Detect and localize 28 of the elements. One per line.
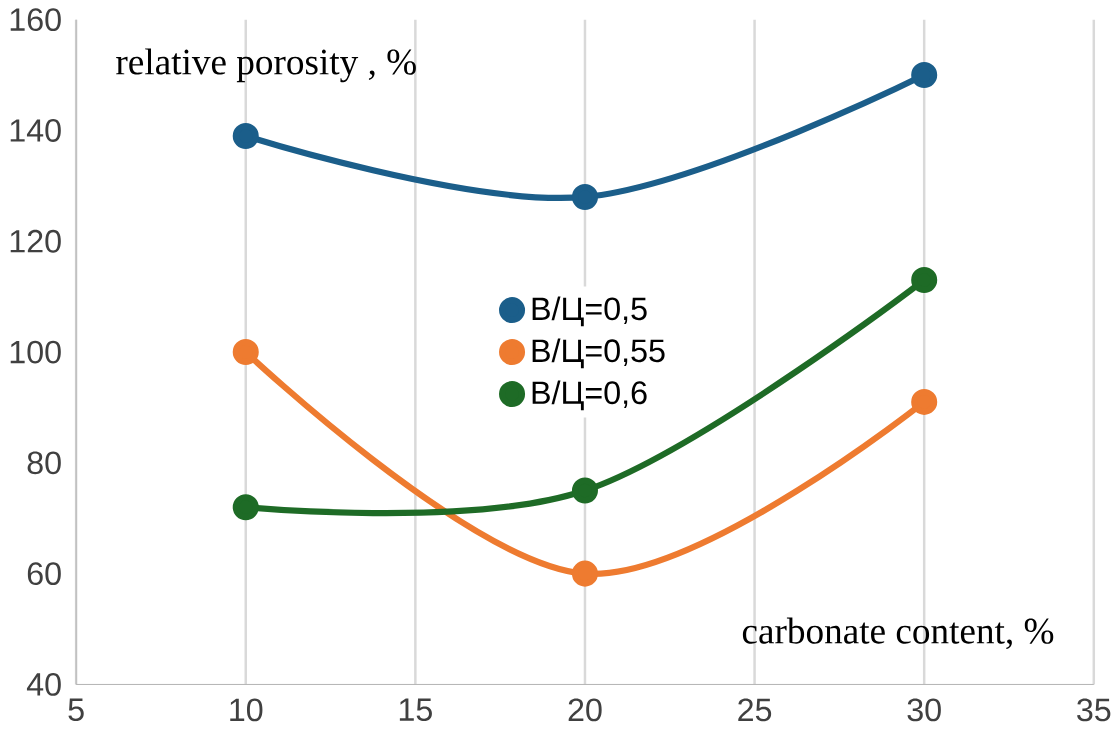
x-tick-label: 20 <box>568 698 602 722</box>
x-tick-label: 35 <box>1077 698 1111 722</box>
y-tick-label: 100 <box>10 340 61 364</box>
point <box>911 267 938 294</box>
legend-label: В/Ц=0,5 <box>532 296 647 327</box>
point <box>571 477 598 504</box>
legend-label: В/Ц=0,55 <box>532 338 665 369</box>
point <box>232 123 259 150</box>
x-tick-label: 30 <box>907 698 941 722</box>
y-tick-label: 40 <box>26 673 61 697</box>
y-tick-label: 60 <box>27 562 61 586</box>
y-axis-title: relative porosity , % <box>116 48 416 83</box>
point <box>571 560 598 587</box>
y-tick-label: 120 <box>10 230 61 253</box>
point <box>232 494 259 521</box>
point <box>232 339 259 366</box>
y-tick-label: 160 <box>10 8 61 32</box>
x-tick-label: 25 <box>738 698 772 722</box>
legend-label: В/Ц=0,6 <box>532 380 647 411</box>
x-axis-title: carbonate content, % <box>742 617 1054 650</box>
point <box>911 389 938 416</box>
y-tick-label: 140 <box>10 119 61 143</box>
point <box>571 184 598 211</box>
x-tick-label: 10 <box>230 698 263 722</box>
y-tick-label: 80 <box>27 451 61 475</box>
x-tick-label: 5 <box>68 698 84 722</box>
point <box>911 62 938 89</box>
x-tick-label: 15 <box>399 698 432 722</box>
